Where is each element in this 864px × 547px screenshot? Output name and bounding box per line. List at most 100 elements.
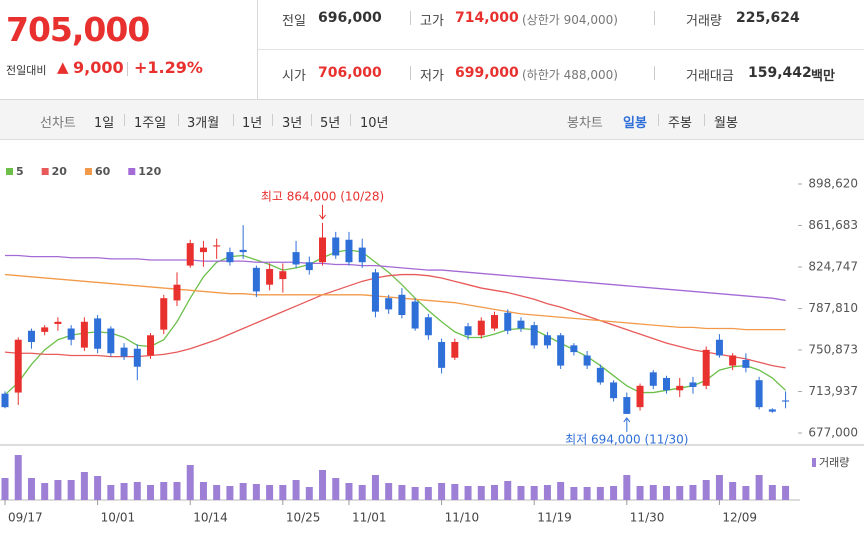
volume-bar [107,485,115,500]
candle-body [80,321,88,348]
stats-box: 전일 696,000 고가 714,000 (상한가 904,000) 거래량 … [258,0,864,100]
y-tick-label: 713,937 [808,384,858,398]
candle-body [530,325,538,346]
stat-label: 거래대금 [686,69,734,84]
volume-bar [266,485,274,500]
period-button[interactable]: 1년 [242,116,263,131]
volume-bar [1,478,9,500]
volume-bar [239,483,247,500]
candle-period-button[interactable]: 일봉 [623,116,647,131]
y-tick-label: 677,000 [808,426,858,440]
volume-bar [649,485,657,500]
volume-bar [345,483,353,500]
period-button[interactable]: 1일 [94,116,115,131]
volume-bar [755,475,763,500]
volume-bar [464,486,472,500]
candle-body [623,397,631,414]
volume-bar [636,486,644,500]
candle-body [319,237,327,263]
volume-bar [411,487,419,500]
candle-body [636,385,644,408]
candle-body [279,271,287,280]
candle-body [491,315,499,329]
candle-period-button[interactable]: 주봉 [668,116,692,131]
row-divider [258,49,864,50]
candle-period-button[interactable]: 월봉 [714,116,738,131]
period-button[interactable]: 3개월 [187,116,220,131]
candle-body [411,301,419,329]
candle-body [398,294,406,316]
volume-bar [715,475,723,500]
candle-body [385,298,393,310]
volume-bar [120,483,128,500]
candle-body [755,380,763,408]
candle-body [649,372,657,386]
volume-bar [517,486,525,500]
volume-bar [530,486,538,500]
volume-bar [702,480,710,500]
candle-body [345,239,353,263]
stat-note: (상한가 904,000) [522,13,618,27]
high-annotation: 최고 864,000 (10/28) [261,189,384,203]
stat-label: 고가 [420,14,444,29]
change-rate: +1.29% [134,58,203,77]
period-button[interactable]: 10년 [360,116,389,131]
x-tick-label: 11/10 [445,511,480,525]
legend-swatch [128,168,136,175]
candle-body [292,252,300,265]
volume-bar [199,482,207,500]
candle-body [305,262,313,271]
volume-bar [305,487,313,500]
change-amount: 9,000 [73,58,124,77]
volume-bar [583,487,591,500]
y-tick-label: 861,683 [808,218,858,232]
candle-body [596,367,604,383]
volume-bar [133,482,141,500]
period-button[interactable]: 1주일 [134,116,167,131]
candle-body [715,339,723,356]
period-button[interactable]: 3년 [282,116,303,131]
candle-chart-label: 봉차트 [567,116,603,131]
legend-swatch [84,168,92,175]
legend-swatch [41,168,49,175]
x-tick-label: 10/01 [101,511,136,525]
candle-body [27,330,35,342]
volume-bar [782,485,790,500]
x-tick-label: 11/01 [352,511,387,525]
volume-bar [623,475,631,500]
line-chart-label: 선차트 [40,116,76,131]
chart: 898,620 861,683 824,747 787,810 750,873 713,9… [0,165,864,525]
candle-body [438,341,446,368]
up-triangle: ▲ [57,58,69,76]
candle-body [742,359,750,368]
candle-body [464,326,472,336]
volume-bar [292,480,300,500]
candle-body [663,377,670,391]
volume-bar [596,487,604,500]
candle-body [67,328,75,340]
candle-body [199,247,207,253]
volume-bar [54,480,62,500]
period-button[interactable]: 5년 [320,116,341,131]
candle-body [358,247,366,263]
stat-value: 706,000 [318,65,382,81]
volume-bar [173,482,181,500]
candle-body [226,252,234,263]
stat-label: 저가 [420,69,444,84]
legend-label: 20 [52,165,68,178]
volume-bar [67,480,75,500]
volume-bar [279,485,287,500]
candle-body [570,345,578,353]
x-tick-label: 12/09 [722,511,757,525]
x-tick-label: 11/19 [537,511,572,525]
volume-bar [358,485,366,500]
moving-average-line [4,249,787,396]
volume-bar [371,475,379,500]
separator [410,11,411,25]
stat-value: 699,000 [455,65,519,81]
separator [410,66,411,80]
stat-note: (하한가 488,000) [522,68,618,82]
current-price: 705,000 [6,10,150,49]
legend-swatch [6,168,13,175]
volume-bar [80,472,88,500]
